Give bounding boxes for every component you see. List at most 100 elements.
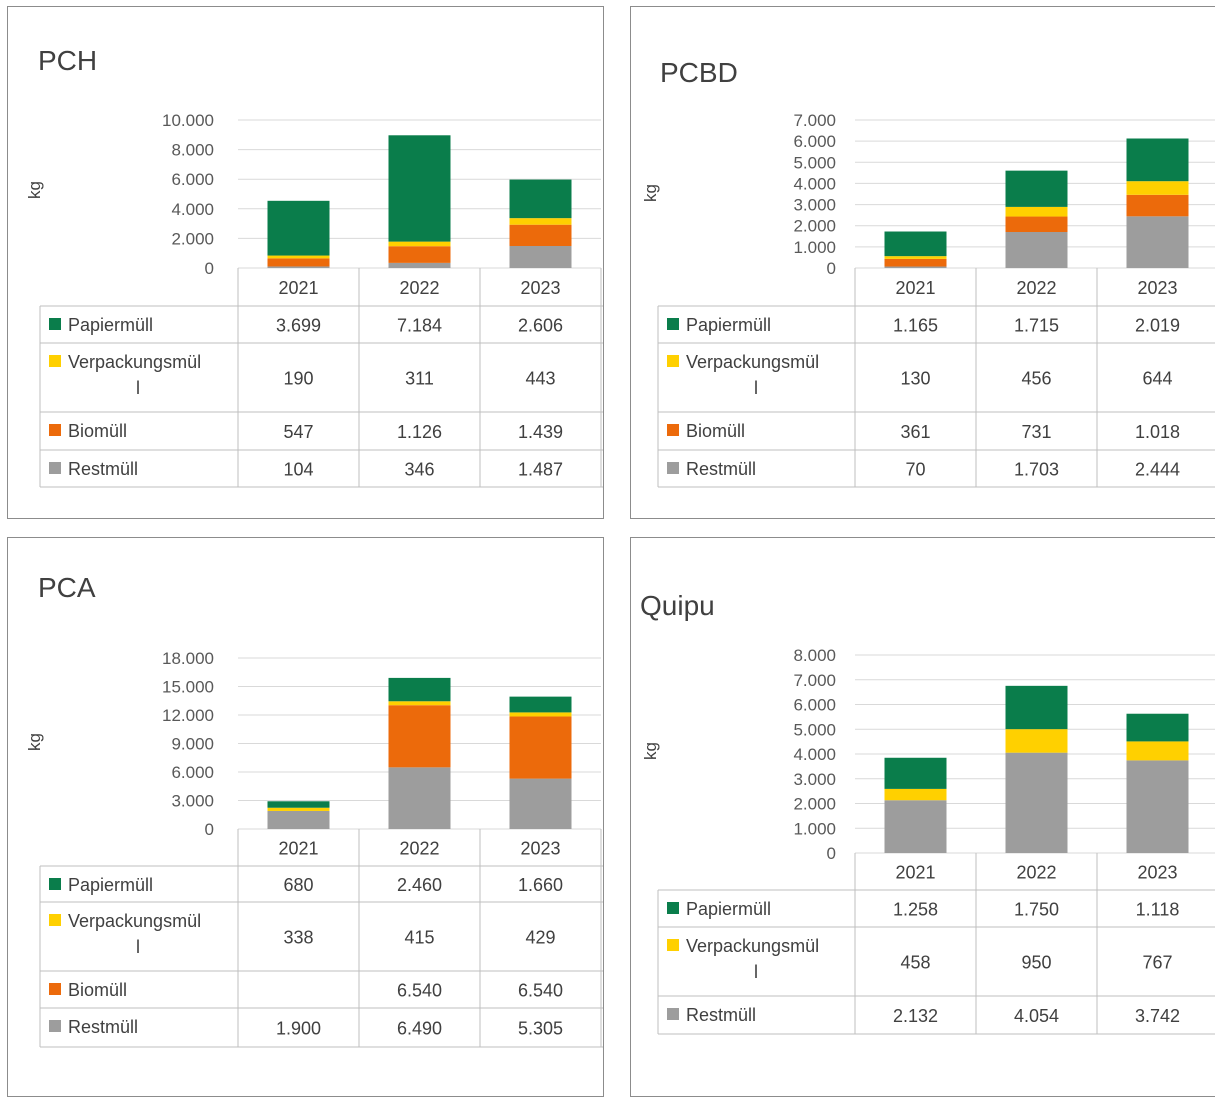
data-label: 1.439 [518, 422, 563, 442]
bar-segment [267, 258, 330, 267]
chart-panel-pca: PCA kg 0 3.000 6.000 9.000 12.000 15.000 18.000 2… [0, 530, 610, 1097]
data-label: 3.699 [276, 316, 321, 336]
y-tick-label: 9.000 [171, 735, 214, 754]
y-tick-label: 0 [205, 820, 214, 839]
data-label: 3.742 [1135, 1006, 1180, 1026]
bar-segment [509, 224, 572, 246]
legend-label: Restmüll [68, 1017, 138, 1037]
bar-segment [1005, 231, 1068, 268]
bar-segment [509, 716, 572, 779]
x-category-label: 2023 [520, 839, 560, 859]
legend-label: Verpackungsmül [68, 352, 201, 372]
legend-key [49, 355, 61, 367]
y-tick-label: 2.000 [793, 217, 836, 236]
bar-segment [267, 810, 330, 829]
y-tick-label: 2.000 [171, 229, 214, 248]
data-label: 2.460 [397, 875, 442, 895]
bar-segment [267, 807, 330, 811]
y-tick-label: 18.000 [162, 649, 214, 668]
legend-key [667, 939, 679, 951]
chart-panel-quipu: Quipu kg 0 1.000 2.000 3.000 4.000 5.000 6.000 7.… [610, 530, 1215, 1097]
data-label: 415 [404, 928, 434, 948]
legend-key [667, 1008, 679, 1020]
bar-segment [388, 262, 451, 268]
data-label: 443 [525, 369, 555, 389]
y-tick-label: 7.000 [793, 671, 836, 690]
legend-label: l [754, 378, 758, 398]
x-category-label: 2021 [895, 278, 935, 298]
data-label: 4.054 [1014, 1006, 1059, 1026]
x-category-label: 2023 [520, 278, 560, 298]
chart-svg-pch: PCH kg 0 2.000 4.000 6.000 8.000 10.000 2021 2022… [25, 45, 603, 488]
data-label: 680 [283, 875, 313, 895]
bar-segment [884, 788, 947, 801]
data-label: 338 [283, 928, 313, 948]
data-label: 1.750 [1014, 900, 1059, 920]
data-label: 2.444 [1135, 460, 1180, 480]
y-tick-label: 12.000 [162, 706, 214, 725]
y-tick-label: 6.000 [793, 132, 836, 151]
bar-segment [509, 778, 572, 829]
bar-segment [267, 200, 330, 256]
y-tick-label: 3.000 [171, 792, 214, 811]
data-label: 1.900 [276, 1019, 321, 1039]
data-label: 7.184 [397, 316, 442, 336]
y-tick-label: 6.000 [171, 170, 214, 189]
y-tick-label: 5.000 [793, 153, 836, 172]
y-tick-label: 8.000 [793, 646, 836, 665]
legend-key [667, 902, 679, 914]
bar-segment [1126, 713, 1189, 742]
chart-svg-pcbd: PCBD kg 0 1.000 2.000 3.000 4.000 5.000 6.000 7.0… [641, 57, 1215, 488]
data-label: 1.165 [893, 316, 938, 336]
legend-label: Biomüll [686, 421, 745, 441]
bar-segment [509, 712, 572, 717]
y-tick-label: 2.000 [793, 795, 836, 814]
data-label: 1.660 [518, 875, 563, 895]
data-label: 1.715 [1014, 316, 1059, 336]
bar-segment [884, 266, 947, 268]
chart-title: PCA [38, 572, 96, 603]
data-label: 5.305 [518, 1019, 563, 1039]
data-label: 950 [1021, 953, 1051, 973]
legend-label: Papiermüll [686, 899, 771, 919]
data-label: 190 [283, 369, 313, 389]
data-label: 346 [404, 460, 434, 480]
data-label: 1.018 [1135, 422, 1180, 442]
data-label: 1.703 [1014, 460, 1059, 480]
bar-segment [884, 256, 947, 259]
data-label: 70 [905, 460, 925, 480]
chart-panel-border [7, 6, 604, 519]
bar-segment [1005, 170, 1068, 207]
y-tick-label: 4.000 [793, 174, 836, 193]
bar-segment [1005, 216, 1068, 232]
legend-key [49, 983, 61, 995]
y-tick-label: 4.000 [793, 745, 836, 764]
x-category-label: 2022 [399, 278, 439, 298]
y-tick-label: 0 [827, 844, 836, 863]
bar-segment [884, 757, 947, 789]
bar-segment [1005, 729, 1068, 753]
legend-label: Restmüll [68, 459, 138, 479]
bar-segment [1126, 194, 1189, 217]
legend-label: Verpackungsmül [686, 352, 819, 372]
bar-segment [1126, 741, 1189, 761]
x-category-label: 2023 [1137, 278, 1177, 298]
chart-svg-quipu: Quipu kg 0 1.000 2.000 3.000 4.000 5.000 6.000 7.… [640, 590, 1215, 1035]
bar-segment [388, 705, 451, 768]
y-tick-label: 6.000 [793, 696, 836, 715]
y-tick-label: 10.000 [162, 111, 214, 130]
data-label: 2.132 [893, 1006, 938, 1026]
bar-segment [884, 231, 947, 257]
chart-panel-pch: PCH kg 0 2.000 4.000 6.000 8.000 10.000 2021 2022… [0, 0, 610, 530]
data-label: 6.540 [397, 981, 442, 1001]
legend-key [49, 462, 61, 474]
legend-key [667, 424, 679, 436]
data-label: 1.258 [893, 900, 938, 920]
bar-segment [267, 801, 330, 808]
bar-segment [509, 179, 572, 219]
data-label: 644 [1142, 369, 1172, 389]
legend-key [49, 1020, 61, 1032]
data-label: 456 [1021, 369, 1051, 389]
legend-label: Biomüll [68, 421, 127, 441]
legend-key [667, 318, 679, 330]
